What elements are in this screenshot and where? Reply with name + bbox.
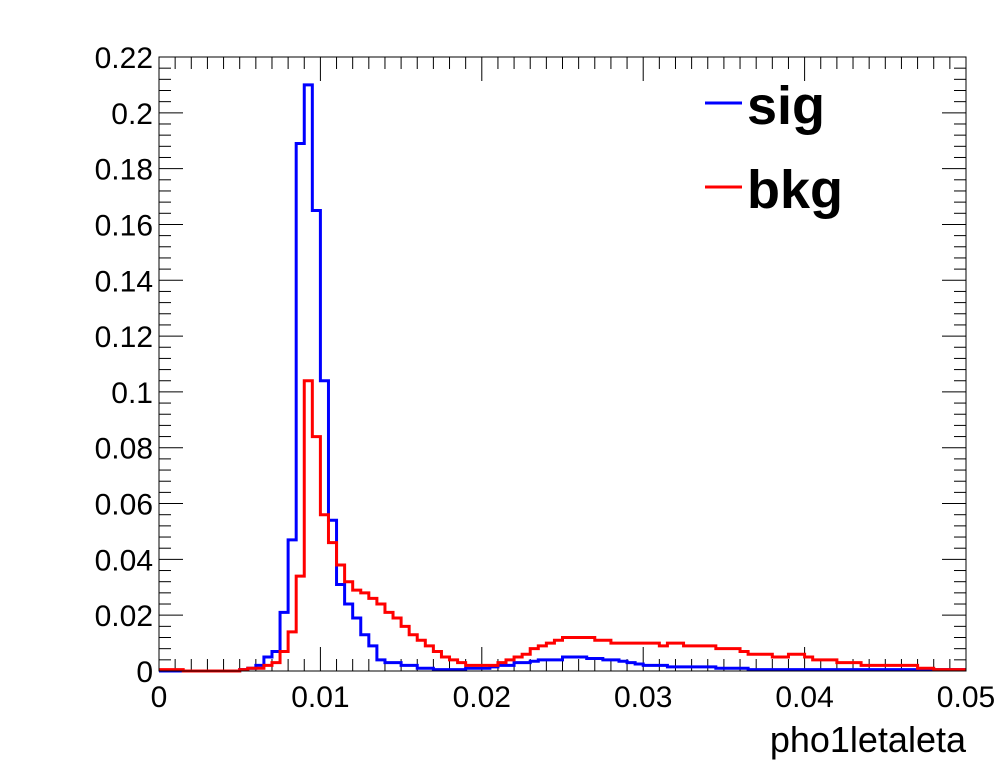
legend-label-sig: sig <box>747 76 825 136</box>
y-axis-ticks <box>159 56 966 672</box>
x-axis-tick-labels: 0 0.01 0.02 0.03 0.04 0.05 <box>151 681 996 714</box>
y-tick-label: 0.02 <box>95 600 153 633</box>
x-tick-label: 0.02 <box>453 681 511 714</box>
histogram-series <box>159 83 966 673</box>
y-tick-label: 0.16 <box>95 209 153 242</box>
legend: sig bkg <box>705 76 843 220</box>
x-axis-title: pho1letaleta <box>770 719 967 760</box>
y-tick-label: 0.1 <box>111 377 153 410</box>
y-tick-label: 0.12 <box>95 321 153 354</box>
series-line-sig <box>159 83 966 673</box>
y-tick-label: 0.04 <box>95 544 153 577</box>
x-tick-label: 0 <box>151 681 168 714</box>
y-tick-label: 0.06 <box>95 489 153 522</box>
y-tick-label: 0.14 <box>95 265 153 298</box>
y-tick-label: 0.22 <box>95 42 153 75</box>
series-line-bkg <box>159 379 966 673</box>
y-tick-label: 0.2 <box>111 98 153 131</box>
y-tick-label: 0 <box>136 656 153 689</box>
y-tick-label: 0.08 <box>95 433 153 466</box>
legend-label-bkg: bkg <box>747 160 843 220</box>
x-tick-label: 0.01 <box>291 681 349 714</box>
x-tick-label: 0.03 <box>614 681 672 714</box>
x-tick-label: 0.04 <box>775 681 833 714</box>
plot-frame <box>158 56 967 672</box>
x-tick-label: 0.05 <box>937 681 995 714</box>
y-tick-label: 0.18 <box>95 154 153 187</box>
y-axis-tick-labels: 0 0.02 0.04 0.06 0.08 0.1 0.12 0.14 0.16 0.18 0.2 0… <box>95 42 153 689</box>
